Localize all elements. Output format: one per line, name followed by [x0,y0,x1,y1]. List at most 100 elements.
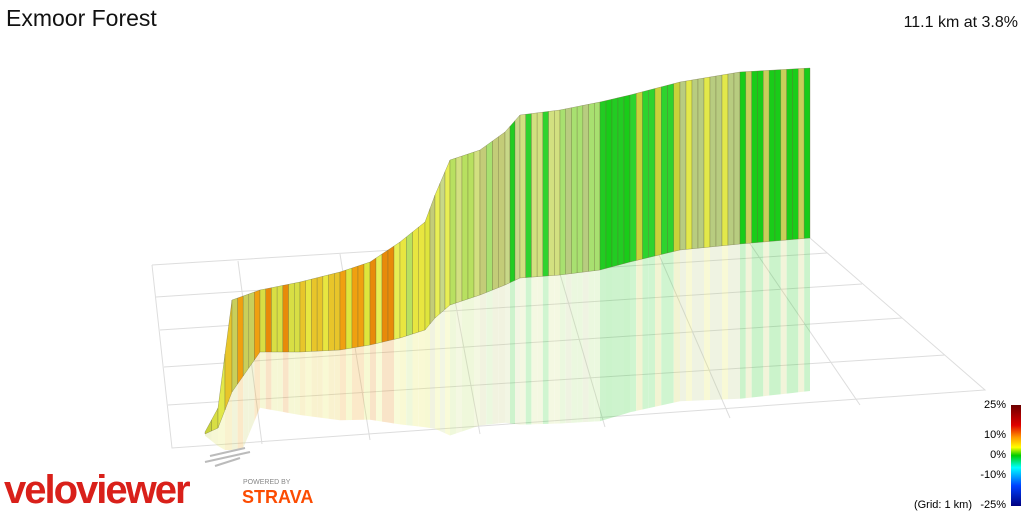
wall-strip [727,72,735,246]
wall-strip [623,94,631,264]
reflection-strip [382,340,388,423]
scale-label: 10% [984,429,1006,441]
reflection-strip [537,276,543,425]
reflection-strip [450,303,456,436]
wall-strip [316,276,324,352]
reflection-strip [525,277,532,425]
scale-label: -25% [980,499,1006,511]
wall-strip [254,289,261,361]
grid-line [163,317,903,368]
elevation-wall [204,67,811,435]
wall-strip [798,68,805,240]
reflection-strip [400,336,407,426]
wall-strip [369,257,377,346]
reflection-strip [456,301,462,434]
wall-strip [299,280,306,353]
reflection-strip [630,260,637,413]
reflection-strip [317,350,323,418]
wall-strip [276,285,284,353]
reflection-strip [430,318,435,429]
reflection-strip [780,240,787,395]
reflection-strip [248,360,255,435]
wall-strip [467,151,475,300]
wall-strip [745,71,752,244]
wall-strip [328,273,335,351]
reflection-strip [376,342,382,422]
reflection-strip [594,270,600,422]
reflection-strip [435,313,440,431]
wall-strip [715,74,723,247]
scale-label: 0% [990,449,1006,461]
wall-strip [265,287,272,353]
reflection-strip [277,352,283,412]
grid-line [739,228,861,406]
wall-strip [582,104,589,273]
reflection-strip [225,392,232,450]
wall-strip [531,112,538,278]
wall-strip [709,75,717,248]
reflection-strip [728,244,734,400]
scale-label: 25% [984,399,1006,411]
reflection-strip [510,280,515,425]
wall-strip [661,85,668,255]
wall-strip [211,407,219,432]
wall-strip [514,114,521,281]
wall-strip [588,102,595,272]
wall-strip [334,271,341,351]
wall-strip [559,108,566,276]
reflection-strip [588,270,595,422]
reflection-strip [667,251,674,404]
reflection-strip [600,268,606,422]
reflection-strip [716,245,722,400]
wall-strip [387,245,395,341]
reflection-strip [474,295,480,428]
wall-strip [617,96,625,266]
reflection-strip [254,352,260,422]
wall-strip [673,81,681,252]
reflection-strip [655,254,662,407]
reflection [205,238,810,450]
reflection-strip [468,297,474,430]
wall-strip [571,106,578,274]
reflection-strip [271,352,278,411]
wall-strip [393,241,401,340]
reflection-strip [786,239,793,394]
reflection-strip [792,239,799,393]
reflection-strip [352,347,358,420]
wall-strip [479,145,487,296]
reflection-strip [412,332,419,427]
wall-strip [294,281,301,353]
wall-strip [548,110,555,277]
reflection-strip [388,339,394,424]
wall-strip [363,261,371,347]
reflection-strip [425,324,430,428]
wall-strip [322,274,329,352]
wall-strip [473,149,481,298]
reflection-strip [515,278,520,425]
reflection-strip [612,265,618,418]
reflection-strip [624,262,630,415]
wall-strip [357,263,365,348]
reflection-strip [505,282,510,424]
gradient-scale [1011,405,1021,506]
wall-strip [751,70,758,244]
reflection-strip [394,338,400,425]
wall-strip [554,109,561,276]
reflection-strip [740,243,746,399]
reflection-strip [775,240,781,395]
wall-strip [691,78,699,249]
reflection-strip [260,352,266,409]
grid-line [167,354,946,406]
wall-strip [305,278,312,352]
wall-strip [525,113,532,278]
wall-strip [237,295,244,385]
reflection-strip [661,253,668,406]
reflection-strip [265,352,272,410]
reflection-strip [340,349,346,421]
reflection-strip [642,257,649,410]
wall-strip [498,131,506,288]
reflection-strip [548,275,555,424]
strava-logo[interactable]: STRAVA [242,487,313,507]
reflection-strip [498,285,505,424]
logo[interactable]: veloviewer [4,468,192,512]
